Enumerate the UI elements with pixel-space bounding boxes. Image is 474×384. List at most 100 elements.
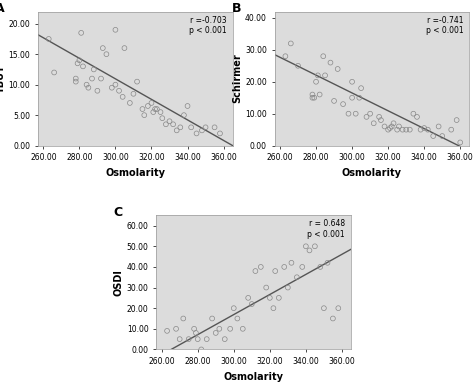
Point [413, 114, 421, 120]
Point [356, 94, 363, 101]
Point [157, 109, 164, 115]
Point [239, 326, 246, 332]
Point [75, 57, 83, 63]
Point [216, 130, 224, 136]
Point [312, 79, 320, 85]
Point [311, 243, 319, 249]
Point [366, 111, 374, 117]
Point [330, 98, 338, 104]
Point [227, 326, 234, 332]
Point [406, 127, 414, 133]
Point [119, 94, 127, 100]
Point [393, 127, 401, 133]
Point [139, 106, 146, 112]
Point [302, 243, 310, 249]
Point [45, 36, 53, 42]
Point [410, 111, 417, 117]
Point [327, 60, 334, 66]
Point [370, 120, 377, 126]
Point [384, 127, 392, 133]
Point [126, 100, 134, 106]
Point [97, 76, 105, 82]
Point [184, 103, 191, 109]
Point [293, 274, 301, 280]
Point [420, 125, 428, 131]
Point [417, 127, 424, 133]
Point [144, 103, 152, 109]
Y-axis label: TBUT: TBUT [0, 64, 6, 93]
Point [202, 124, 210, 131]
Point [115, 88, 123, 94]
Point [74, 60, 82, 66]
Point [153, 106, 161, 112]
Point [263, 285, 270, 291]
Point [348, 79, 356, 85]
Point [399, 127, 406, 133]
Point [212, 330, 219, 336]
Point [288, 260, 295, 266]
Point [309, 94, 316, 101]
Text: r =-0.741
p < 0.001: r =-0.741 p < 0.001 [426, 15, 464, 35]
Point [108, 84, 116, 91]
Point [148, 100, 155, 106]
Point [339, 101, 347, 107]
Point [50, 70, 58, 76]
Point [248, 301, 255, 307]
Point [310, 94, 318, 101]
Point [176, 336, 183, 342]
Point [169, 121, 177, 127]
Point [198, 346, 205, 353]
Point [193, 130, 201, 136]
Point [203, 336, 210, 342]
Point [386, 125, 394, 131]
Point [266, 295, 273, 301]
Point [149, 109, 157, 115]
Point [321, 72, 329, 78]
Point [348, 94, 356, 101]
Point [390, 120, 397, 126]
Point [173, 127, 181, 134]
Point [88, 76, 96, 82]
Point [83, 81, 91, 88]
Point [375, 114, 383, 120]
Point [435, 123, 442, 129]
Point [357, 85, 365, 91]
Point [133, 79, 141, 85]
Point [275, 295, 283, 301]
Point [158, 115, 166, 121]
Point [198, 127, 206, 134]
Point [191, 326, 198, 332]
Point [211, 124, 219, 131]
Point [270, 305, 277, 311]
Point [294, 63, 302, 69]
Point [306, 247, 313, 253]
Point [176, 124, 184, 131]
Point [99, 45, 107, 51]
Point [84, 84, 92, 91]
Point [252, 268, 259, 274]
Point [281, 264, 288, 270]
Point [319, 53, 327, 59]
Point [140, 112, 148, 118]
Point [112, 27, 119, 33]
Text: A: A [0, 2, 5, 15]
Text: B: B [232, 2, 241, 15]
Y-axis label: OSDI: OSDI [114, 269, 124, 296]
Point [72, 76, 80, 82]
Point [388, 123, 395, 129]
Point [377, 117, 385, 123]
Point [209, 315, 216, 321]
Point [314, 72, 322, 78]
Text: C: C [113, 206, 123, 219]
Point [234, 315, 241, 321]
Point [324, 260, 331, 266]
Point [77, 30, 85, 36]
Point [172, 326, 180, 332]
Point [363, 114, 370, 120]
Point [162, 121, 170, 127]
Point [424, 127, 432, 133]
Point [216, 326, 223, 332]
Point [257, 264, 264, 270]
Point [456, 139, 464, 146]
Point [453, 117, 460, 123]
